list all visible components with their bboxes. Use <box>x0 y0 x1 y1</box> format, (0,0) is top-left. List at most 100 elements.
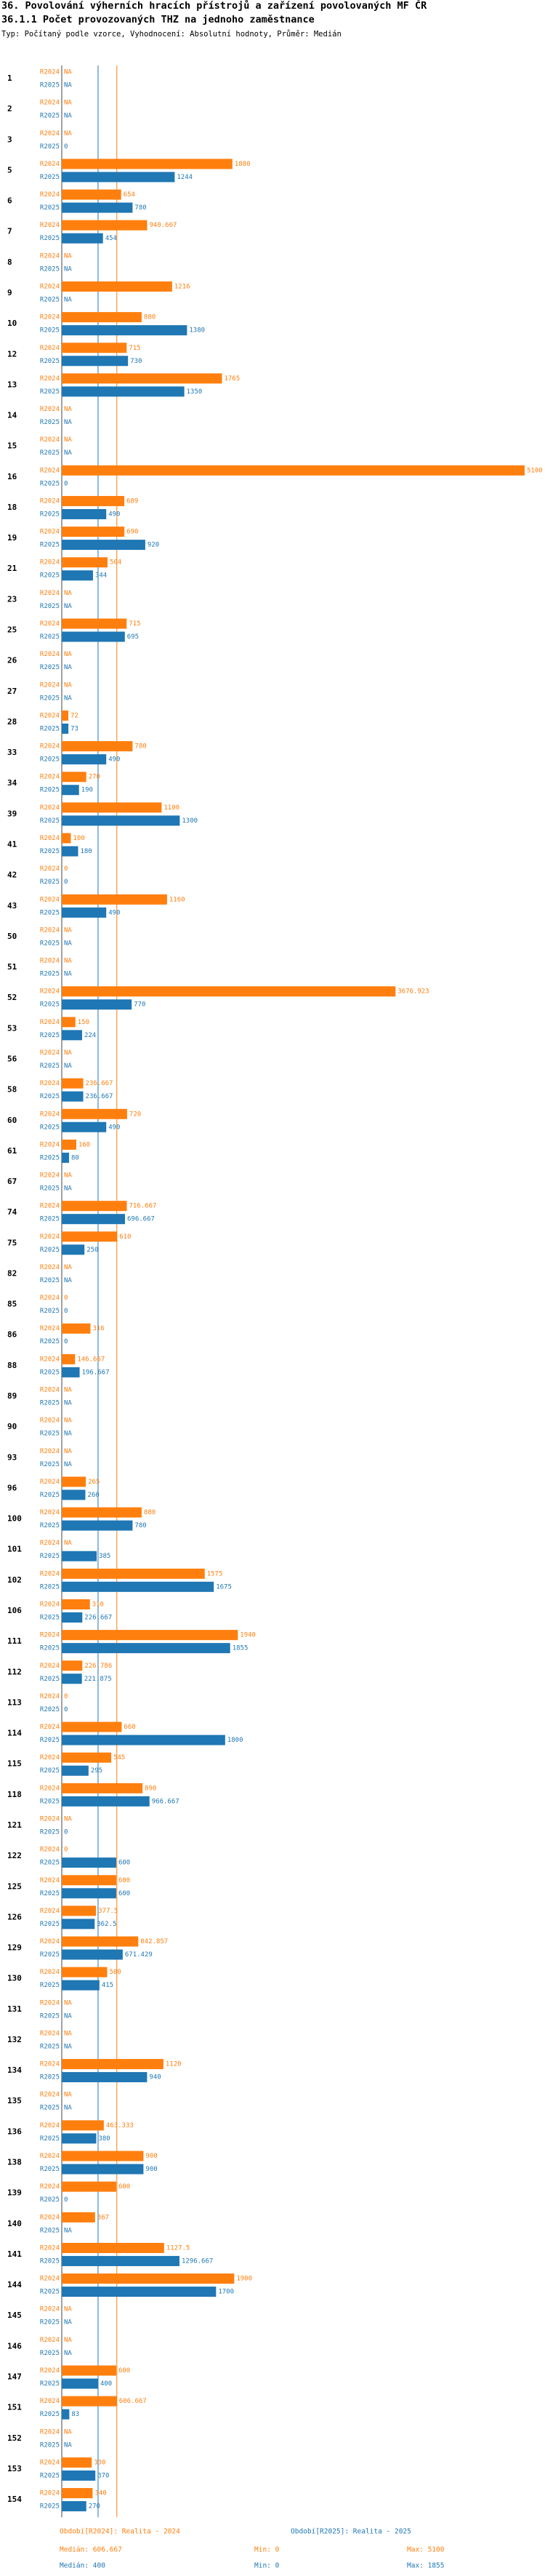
bar-r2024 <box>62 1108 127 1119</box>
category-label: 121 <box>7 1820 22 1830</box>
bar-r2024 <box>62 1017 76 1028</box>
value-label-r2025: 1800 <box>227 1737 243 1744</box>
value-label-r2024: 100 <box>73 835 84 842</box>
series-label-r2025: R2025 <box>40 603 60 610</box>
legend: Období[R2024]: Realita - 2024 Období[R202… <box>60 2528 445 2570</box>
category-label: 6 <box>7 196 12 206</box>
value-label-r2024: NA <box>64 681 72 689</box>
category-label: 88 <box>7 1361 17 1370</box>
bar-r2024 <box>62 1078 84 1089</box>
value-label-r2024: 5100 <box>527 467 543 474</box>
series-label-r2025: R2025 <box>40 235 60 242</box>
category-label: 12 <box>7 349 17 359</box>
value-label-r2025: 260 <box>87 1492 99 1499</box>
value-label-r2025: 1350 <box>187 388 203 396</box>
bar-r2024 <box>62 1568 205 1579</box>
series-label-r2024: R2024 <box>40 252 60 260</box>
category-label: 140 <box>7 2219 22 2228</box>
bar-r2025 <box>62 1673 82 1684</box>
bar-r2024 <box>62 2365 116 2376</box>
series-label-r2024: R2024 <box>40 620 60 628</box>
bar-r2025 <box>62 1857 116 1868</box>
value-label-r2025: 0 <box>64 879 68 886</box>
value-label-r2024: 842.857 <box>140 1938 168 1945</box>
value-label-r2025: 295 <box>91 1767 102 1775</box>
value-label-r2024: 690 <box>126 529 138 536</box>
series-label-r2024: R2024 <box>40 161 60 168</box>
category-label: 60 <box>7 1116 17 1125</box>
bar-r2025 <box>62 1244 85 1255</box>
value-label-r2024: NA <box>64 1417 72 1425</box>
value-label-r2024: NA <box>64 252 72 260</box>
series-label-r2024: R2024 <box>40 651 60 658</box>
series-label-r2025: R2025 <box>40 1369 60 1376</box>
bar-r2025 <box>62 1735 225 1745</box>
series-label-r2024: R2024 <box>40 681 60 689</box>
value-label-r2025: 1296.667 <box>182 2257 213 2265</box>
bar-r2024 <box>62 894 167 905</box>
category-label: 16 <box>7 472 17 481</box>
category-label: 152 <box>7 2433 22 2443</box>
value-label-r2024: NA <box>64 2306 72 2313</box>
bar-r2025 <box>62 570 93 581</box>
bar-r2025 <box>62 907 107 918</box>
value-label-r2024: NA <box>64 1049 72 1057</box>
category-label: 144 <box>7 2280 22 2289</box>
bar-r2025 <box>62 325 187 336</box>
series-label-r2024: R2024 <box>40 2061 60 2068</box>
category-label: 19 <box>7 533 17 543</box>
series-label-r2024: R2024 <box>40 1847 60 1854</box>
series-label-r2025: R2025 <box>40 2196 60 2204</box>
value-label-r2024: 720 <box>129 1111 141 1118</box>
series-label-r2025: R2025 <box>40 327 60 335</box>
value-label-r2025: 1244 <box>177 174 193 181</box>
category-label: 126 <box>7 1912 22 1921</box>
series-label-r2024: R2024 <box>40 1877 60 1884</box>
value-label-r2024: 0 <box>64 1847 68 1854</box>
value-label-r2025: 385 <box>99 1553 110 1560</box>
value-label-r2025: NA <box>64 296 72 303</box>
bar-r2024 <box>62 2396 117 2407</box>
series-label-r2025: R2025 <box>40 358 60 365</box>
category-label: 102 <box>7 1575 22 1585</box>
category-label: 154 <box>7 2495 22 2504</box>
category-label: 134 <box>7 2065 22 2075</box>
value-label-r2024: 610 <box>119 1233 131 1241</box>
series-label-r2025: R2025 <box>40 2472 60 2479</box>
value-label-r2024: 236.667 <box>86 1080 113 1087</box>
series-label-r2025: R2025 <box>40 1951 60 1959</box>
value-label-r2024: 880 <box>144 314 156 321</box>
series-label-r2024: R2024 <box>40 712 60 719</box>
value-label-r2025: NA <box>64 2227 72 2234</box>
series-label-r2024: R2024 <box>40 130 60 137</box>
series-label-r2024: R2024 <box>40 222 60 229</box>
value-label-r2025: 780 <box>134 204 146 212</box>
value-label-r2024: 716.667 <box>129 1203 157 1210</box>
series-label-r2025: R2025 <box>40 1706 60 1713</box>
value-label-r2025: 80 <box>71 1154 79 1161</box>
series-label-r2025: R2025 <box>40 1154 60 1161</box>
value-label-r2024: NA <box>64 1999 72 2007</box>
value-label-r2024: 146.667 <box>77 1356 105 1363</box>
series-label-r2024: R2024 <box>40 1999 60 2007</box>
value-label-r2025: 454 <box>105 235 117 242</box>
series-label-r2024: R2024 <box>40 2030 60 2037</box>
series-label-r2025: R2025 <box>40 174 60 181</box>
bar-r2025 <box>62 1489 86 1500</box>
series-label-r2025: R2025 <box>40 419 60 426</box>
bar-r2025 <box>62 754 107 765</box>
category-label: 131 <box>7 2004 22 2014</box>
value-label-r2024: 715 <box>129 620 140 628</box>
series-label-r2025: R2025 <box>40 511 60 518</box>
value-label-r2024: NA <box>64 2092 72 2099</box>
series-label-r2024: R2024 <box>40 2214 60 2221</box>
bar-r2024 <box>62 343 127 353</box>
series-label-r2025: R2025 <box>40 848 60 855</box>
series-label-r2024: R2024 <box>40 1570 60 1577</box>
series-label-r2025: R2025 <box>40 1001 60 1009</box>
series-label-r2024: R2024 <box>40 2490 60 2497</box>
value-label-r2024: 310 <box>92 1601 104 1609</box>
series-label-r2024: R2024 <box>40 1417 60 1425</box>
bar-r2025 <box>62 2378 98 2389</box>
category-label: 3 <box>7 135 12 144</box>
